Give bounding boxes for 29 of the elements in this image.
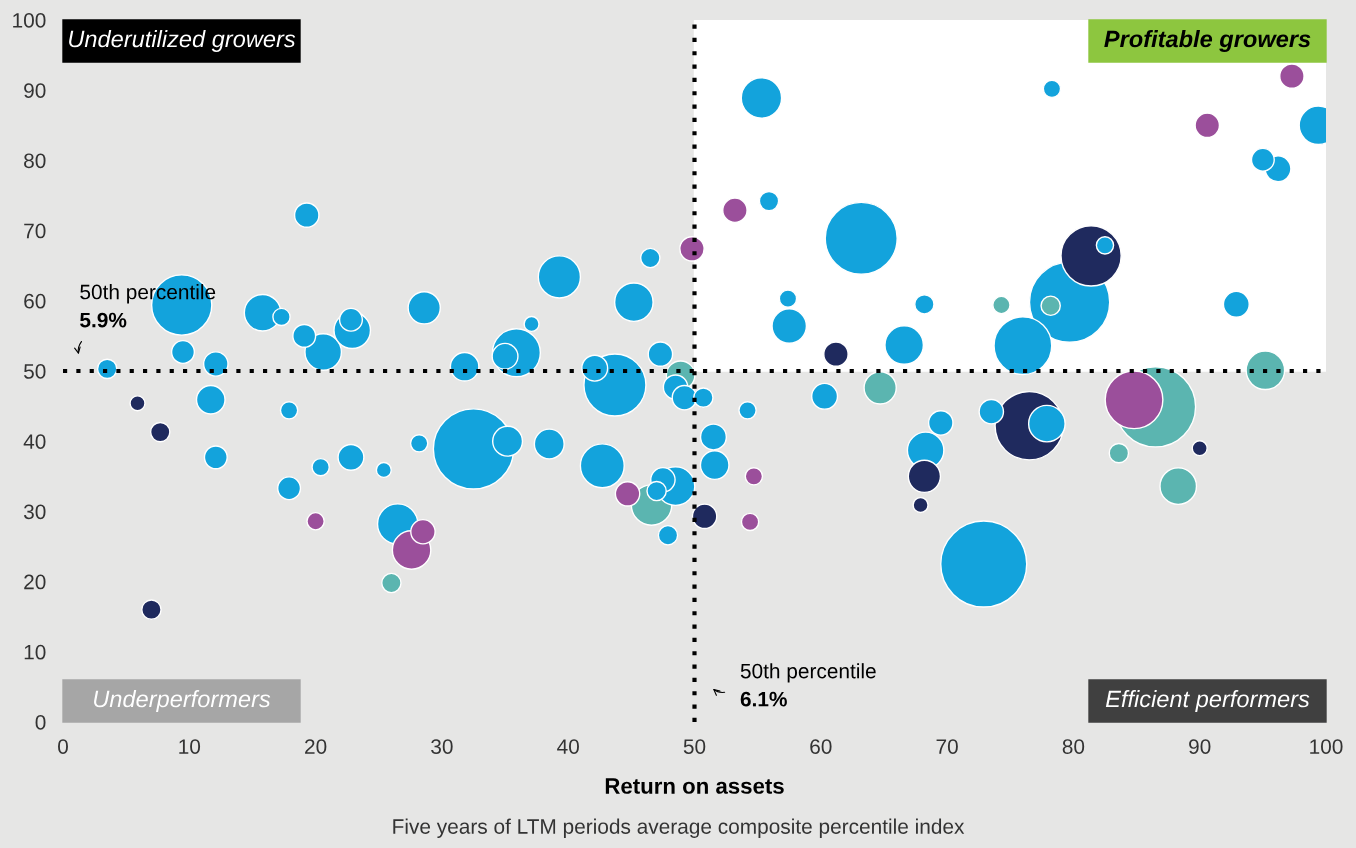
x-tick-label: 60: [810, 739, 832, 754]
y-tick-label: 90: [24, 83, 46, 98]
y-tick-label: 30: [23, 504, 46, 520]
x-tick-label: 100: [1310, 739, 1343, 754]
y-tick-label: 80: [24, 153, 46, 169]
y-tick-label: 60: [24, 293, 46, 309]
ref-line-label: 50th percentile 6.1%: [740, 663, 876, 707]
x-tick-label: 90: [1189, 739, 1211, 754]
y-tick-label: 100: [13, 13, 46, 28]
y-tick-label: 10: [24, 644, 46, 660]
y-tick-label: 50: [24, 364, 46, 379]
y-tick-label: 20: [24, 574, 46, 590]
x-axis-title: Return on assets: [605, 778, 784, 794]
x-tick-label: 0: [58, 739, 68, 754]
x-tick-label: 70: [936, 739, 958, 754]
y-tick-label: 40: [23, 434, 46, 449]
annotation: Underperformers: [94, 689, 271, 713]
text: Five years of LTM periods average composite percentile index: [393, 818, 965, 838]
x-tick-label: 80: [1062, 739, 1085, 754]
x-tick-label: 50: [683, 739, 706, 754]
annotation: Underutilized growers: [69, 30, 296, 52]
x-tick-label: 10: [179, 739, 201, 754]
y-tick-label: 70: [24, 223, 46, 239]
x-tick-label: 30: [431, 739, 453, 754]
annotation: Efficient performers: [1105, 689, 1310, 713]
y-tick-label: 0: [35, 715, 46, 730]
x-tick-label: 40: [557, 739, 579, 754]
x-tick-label: 20: [305, 739, 327, 754]
annotation: Profitable growers: [1104, 30, 1311, 52]
